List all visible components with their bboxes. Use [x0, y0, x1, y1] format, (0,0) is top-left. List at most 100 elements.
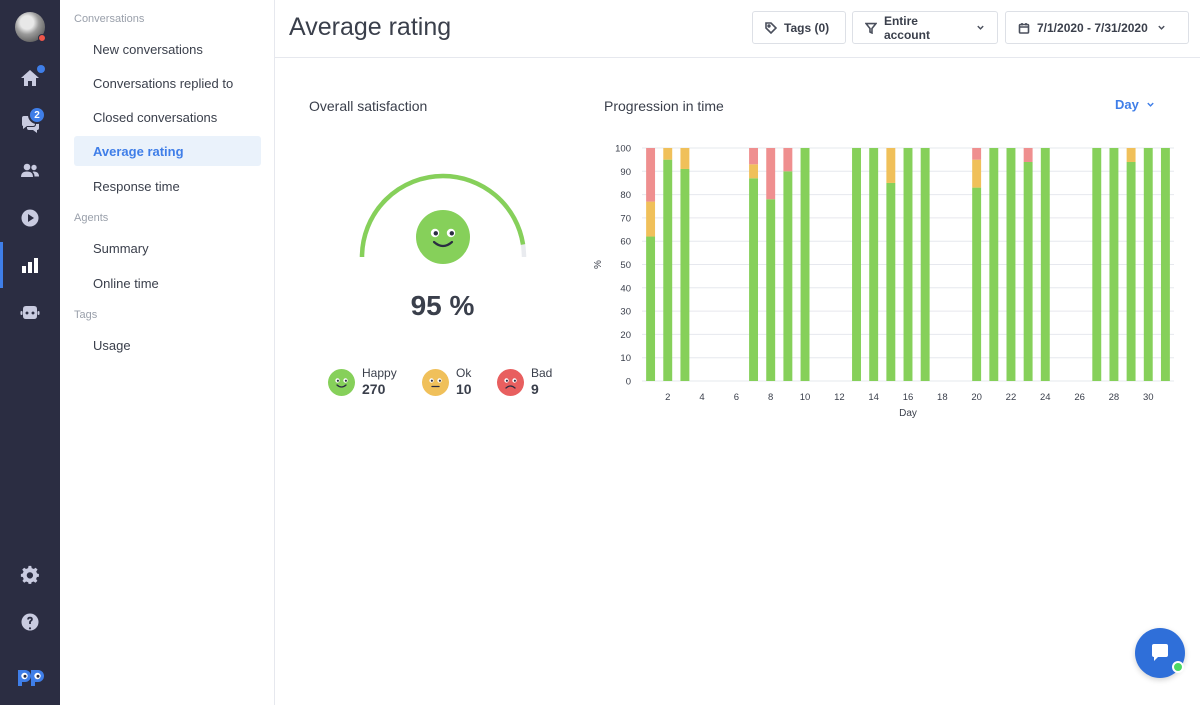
bar-segment-happy: [800, 148, 810, 381]
reports-sidebar: Conversations New conversations Conversa…: [60, 0, 275, 705]
sad-face-icon: [497, 369, 524, 396]
x-tick-label: 20: [971, 392, 982, 403]
bar-segment-happy: [869, 148, 879, 381]
y-tick-label: 60: [620, 237, 631, 248]
home-icon[interactable]: [0, 55, 60, 101]
tags-filter-button[interactable]: Tags (0): [752, 11, 846, 44]
chat-unread-badge: 2: [28, 106, 46, 124]
bar-segment-happy: [852, 148, 861, 381]
chevron-down-icon: [1158, 25, 1165, 30]
satisfaction-gauge: [359, 173, 527, 258]
bar-segment-bad: [972, 148, 982, 160]
bar-segment-bad: [783, 148, 793, 172]
x-tick-label: 28: [1109, 392, 1120, 403]
bar-segment-ok: [749, 164, 759, 179]
bar-segment-happy: [680, 168, 690, 381]
chevron-down-icon: [977, 25, 984, 30]
bar-segment-ok: [1126, 148, 1136, 162]
play-icon[interactable]: [0, 195, 60, 241]
nav-new-conversations[interactable]: New conversations: [93, 41, 203, 57]
date-range-dropdown[interactable]: 7/1/2020 - 7/31/2020: [1005, 11, 1189, 44]
chat-widget-button[interactable]: [1135, 628, 1185, 678]
calendar-icon: [1018, 22, 1030, 34]
bar-segment-bad: [749, 148, 759, 165]
y-tick-label: 80: [620, 190, 631, 201]
help-icon[interactable]: [0, 599, 60, 645]
y-axis-label: %: [593, 260, 604, 269]
scope-dropdown[interactable]: Entire account: [852, 11, 998, 44]
bar-segment-happy: [1160, 148, 1170, 381]
granularity-label: Day: [1115, 97, 1139, 112]
home-notification-dot: [37, 65, 45, 73]
y-tick-label: 70: [620, 213, 631, 224]
x-tick-label: 6: [734, 392, 739, 403]
bar-segment-happy: [663, 159, 673, 381]
bar-segment-happy: [886, 182, 896, 381]
bar-segment-happy: [646, 236, 656, 381]
x-axis-label: Day: [899, 408, 917, 419]
bar-segment-happy: [920, 148, 930, 381]
x-tick-label: 14: [868, 392, 879, 403]
scope-label: Entire account: [883, 13, 930, 42]
nav-summary[interactable]: Summary: [93, 240, 149, 256]
page-title: Average rating: [289, 13, 452, 41]
bar-segment-bad: [1023, 148, 1033, 162]
y-tick-label: 30: [620, 307, 631, 318]
bar-segment-happy: [972, 187, 982, 381]
y-tick-label: 20: [620, 330, 631, 341]
tag-icon: [765, 21, 777, 34]
nav-usage[interactable]: Usage: [93, 337, 131, 353]
bar-segment-happy: [989, 148, 999, 381]
section-title-conversations: Conversations: [74, 13, 145, 25]
nav-online-time[interactable]: Online time: [93, 275, 159, 291]
bar-segment-ok: [972, 159, 982, 188]
section-title-tags: Tags: [74, 309, 98, 321]
satisfaction-percentage: 95 %: [410, 290, 475, 321]
page-header: Average rating Tags (0) Entire account 7…: [275, 0, 1200, 58]
y-tick-label: 90: [620, 167, 631, 178]
nav-closed-conversations[interactable]: Closed conversations: [93, 109, 218, 125]
y-tick-label: 0: [626, 377, 631, 388]
legend-ok: Ok 10: [422, 366, 472, 398]
x-tick-label: 26: [1074, 392, 1085, 403]
x-tick-label: 2: [665, 392, 670, 403]
x-tick-label: 24: [1040, 392, 1051, 403]
bar-segment-happy: [749, 178, 759, 381]
icon-rail: 2: [0, 0, 60, 705]
granularity-dropdown[interactable]: Day: [1115, 97, 1155, 112]
bar-segment-happy: [903, 148, 913, 381]
bar-segment-bad: [766, 148, 776, 200]
x-tick-label: 18: [937, 392, 948, 403]
bar-segment-happy: [1092, 148, 1102, 381]
users-icon[interactable]: [0, 148, 60, 194]
user-avatar[interactable]: [15, 12, 46, 42]
legend-bad-count: 9: [531, 381, 539, 397]
x-tick-label: 30: [1143, 392, 1154, 403]
happy-face-icon: [328, 369, 355, 396]
chevron-down-icon: [1147, 102, 1154, 107]
nav-conversations-replied-to[interactable]: Conversations replied to: [93, 75, 234, 91]
bar-segment-ok: [886, 148, 896, 183]
legend-bad-label: Bad: [531, 366, 553, 380]
chat-bubble-icon: [1152, 644, 1168, 661]
happy-face-icon: [416, 210, 470, 264]
gear-icon[interactable]: [0, 552, 60, 598]
nav-average-rating[interactable]: Average rating: [74, 136, 261, 166]
y-tick-label: 50: [620, 260, 631, 271]
bar-segment-happy: [1126, 161, 1136, 381]
bot-icon[interactable]: [0, 289, 60, 335]
chat-icon[interactable]: 2: [0, 101, 60, 147]
bar-segment-happy: [1040, 148, 1050, 381]
tags-filter-label: Tags (0): [784, 20, 830, 35]
x-tick-label: 12: [834, 392, 845, 403]
bar-chart-icon[interactable]: [0, 242, 60, 288]
status-dot: [38, 34, 46, 42]
progression-title: Progression in time: [604, 98, 724, 114]
nav-response-time[interactable]: Response time: [93, 178, 180, 194]
section-title-agents: Agents: [74, 212, 109, 224]
y-tick-label: 40: [620, 283, 631, 294]
legend-ok-count: 10: [456, 381, 472, 397]
x-tick-label: 16: [903, 392, 914, 403]
bar-segment-happy: [1143, 148, 1153, 381]
legend-ok-label: Ok: [456, 366, 472, 380]
